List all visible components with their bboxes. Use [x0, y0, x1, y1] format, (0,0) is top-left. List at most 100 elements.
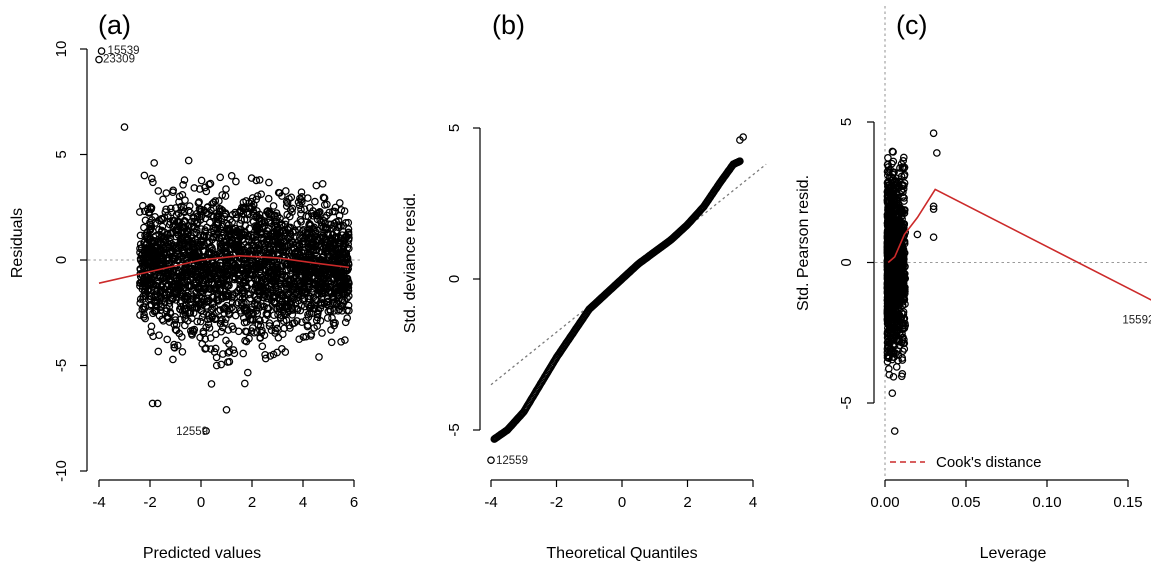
panel-a-point: [340, 207, 349, 215]
panel-a-point: [144, 260, 153, 269]
panel-a-point: [314, 209, 323, 218]
panel-a-point: [240, 379, 249, 388]
panel-c-outlier-point: [929, 202, 938, 211]
panel-a-point: [171, 325, 180, 334]
panel-a-point: [239, 349, 248, 358]
panel-a-point: [312, 181, 321, 190]
panel-a-point: [181, 305, 190, 314]
panel-a-point: [299, 278, 308, 287]
panel-a-point: [299, 249, 308, 258]
panel-a-point: [261, 350, 269, 359]
panel-c-point: [885, 337, 893, 345]
panel-a-point: [274, 188, 283, 197]
panel-a-point: [140, 248, 149, 257]
panel-a-point: [209, 285, 218, 293]
panel-c-point: [886, 346, 895, 354]
panel-a-outlier-point: [120, 123, 129, 131]
panel-c-point: [890, 268, 899, 277]
panel-a-point: [135, 208, 144, 216]
panel-a-point: [148, 262, 157, 271]
panel-a-point: [270, 277, 278, 286]
panel-a-point: [300, 276, 309, 285]
panel-a-point: [165, 288, 173, 297]
panel-a-point: [192, 295, 201, 303]
panel-c-x-tick-label: 0.05: [951, 494, 980, 511]
panel-a-point: [159, 195, 167, 204]
panel-a-point: [185, 243, 193, 251]
panel-c-point: [893, 181, 902, 189]
panel-c-outlier-point: [929, 129, 938, 138]
panel-a-point: [190, 184, 199, 192]
panel-c-tag: (c): [896, 10, 927, 40]
panel-c-point: [900, 289, 909, 298]
panel-a-point: [285, 194, 293, 203]
panel-a-point: [216, 240, 225, 248]
panel-a-point: [209, 293, 218, 302]
panel-a-point: [136, 231, 145, 240]
panel-a-point: [332, 299, 341, 308]
panel-a-point: [260, 331, 269, 340]
panel-a-point: [195, 282, 203, 291]
panel-a-point: [211, 315, 219, 324]
panel-c-point: [886, 190, 895, 198]
panel-a-point: [275, 218, 283, 227]
panel-c-point: [883, 250, 892, 259]
panel-a-point: [283, 291, 292, 300]
panel-a-point: [286, 205, 295, 214]
panel-a-point: [197, 207, 205, 216]
panel-a-point: [323, 200, 331, 209]
panel-a-point: [158, 227, 166, 236]
panel-c-point: [898, 369, 907, 378]
panel-c-outlier-point: [913, 230, 922, 239]
panel-a-point: [171, 204, 180, 212]
panel-a-point: [172, 326, 181, 335]
panel-a-point: [273, 269, 282, 278]
panel-a-point-cloud: [135, 156, 353, 388]
panel-c-legend: Cook's distance: [890, 454, 1041, 471]
panel-a-point: [251, 292, 259, 301]
panel-c-point: [899, 274, 907, 283]
panel-b-x-tick-label: -4: [484, 494, 497, 511]
panel-c-point: [889, 372, 898, 381]
panel-c-point: [893, 337, 901, 346]
panel-a-point: [305, 233, 314, 242]
panel-a-point: [236, 306, 245, 315]
panel-a-point: [295, 335, 304, 344]
panel-c-point: [892, 363, 901, 371]
panel-a-point: [175, 197, 183, 206]
panel-a-x-tick-label: 6: [350, 494, 358, 511]
panel-c-x-tick-label: 0.15: [1113, 494, 1142, 511]
panel-a-point: [312, 264, 321, 273]
panel-a-point: [189, 266, 198, 274]
panel-a-point: [236, 219, 244, 228]
panel-a-point: [143, 235, 152, 244]
panel-a-point: [177, 237, 185, 246]
panel-a-point: [343, 314, 352, 322]
panel-a-point: [289, 264, 298, 272]
panel-c-point: [888, 389, 897, 398]
panel-a-point: [154, 187, 163, 195]
panel-a-point: [205, 324, 214, 332]
panel-a-point: [152, 306, 161, 315]
panel-a-point: [184, 156, 193, 165]
panel-a-point: [315, 290, 324, 299]
panel-a-point: [213, 275, 222, 284]
panel-a-point: [161, 208, 170, 216]
panel-a-point: [209, 198, 218, 207]
panel-a-point: [276, 314, 285, 322]
panel-a-point: [302, 316, 310, 325]
panel-a-point: [249, 308, 258, 317]
panel-c-point: [900, 249, 909, 257]
panel-b-y-axis-title: Std. deviance resid.: [402, 193, 419, 334]
panel-a-point: [307, 332, 315, 340]
panel-a-point: [282, 283, 291, 292]
panel-a-point: [339, 245, 348, 253]
panel-a-point: [225, 309, 233, 318]
panel-a-point: [286, 275, 295, 284]
panel-a-point: [163, 335, 172, 344]
panel-c-point: [899, 153, 908, 162]
panel-a-point: [300, 302, 309, 311]
panel-a-point: [324, 246, 333, 255]
panel-a-point: [263, 294, 272, 303]
panel-a-point: [228, 322, 236, 331]
